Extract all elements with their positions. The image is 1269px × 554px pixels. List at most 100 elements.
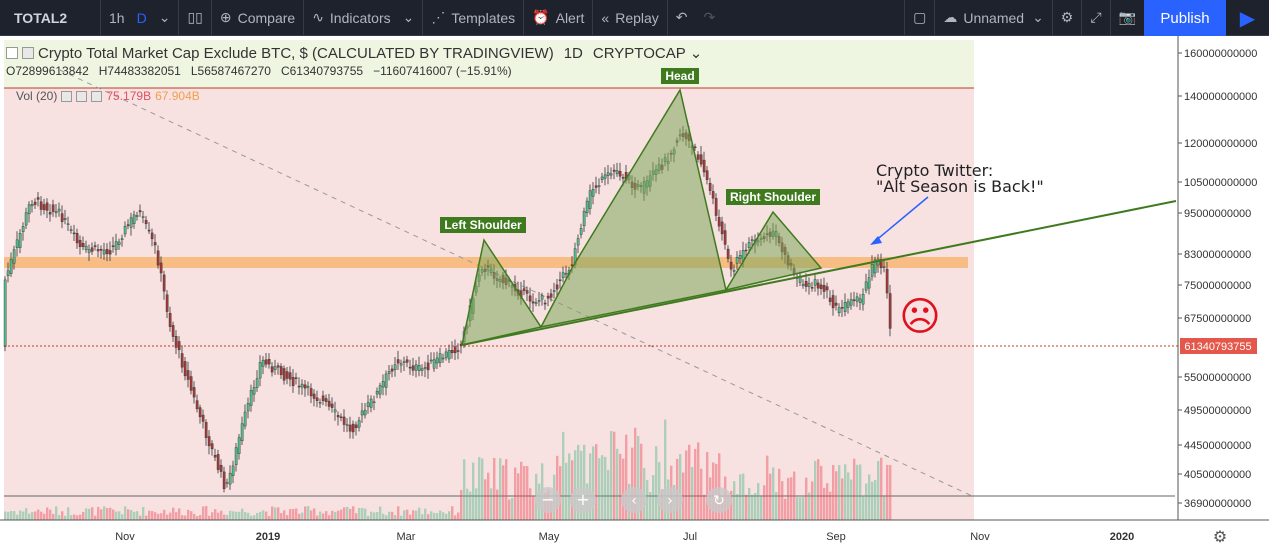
volume-bar: [835, 471, 838, 520]
head-label[interactable]: Head: [661, 68, 699, 84]
volume-bar: [367, 515, 370, 520]
volume-bar: [88, 508, 91, 520]
volume-bar: [775, 492, 778, 520]
candle: [324, 398, 328, 402]
green-zone: [4, 40, 974, 88]
fullscreen-button[interactable]: ⤢: [1082, 0, 1109, 36]
chart-canvas[interactable]: Head Left Shoulder Right Shoulder Crypto…: [0, 36, 1269, 554]
candle: [705, 170, 709, 180]
candle: [747, 242, 751, 248]
candle: [156, 250, 160, 266]
volume-bar: [160, 513, 163, 520]
volume-bar: [481, 458, 484, 520]
fullscreen-layout-button[interactable]: ▢: [905, 0, 934, 36]
volume-bar: [562, 431, 565, 520]
interval-dropdown-icon[interactable]: ⌄: [158, 9, 171, 25]
replay-button[interactable]: « Replay: [593, 0, 666, 36]
interval-d[interactable]: D: [136, 9, 147, 26]
volume-bar: [61, 511, 64, 520]
volume-bar: [37, 509, 40, 520]
scroll-right-button[interactable]: ›: [657, 487, 683, 513]
scroll-left-button[interactable]: ‹: [621, 487, 647, 513]
chart-legend: Crypto Total Market Cap Exclude BTC, $ (…: [6, 44, 702, 78]
eye-icon[interactable]: [61, 90, 73, 102]
price-axis[interactable]: [1178, 36, 1269, 520]
head-and-shoulders-pattern[interactable]: [461, 88, 823, 346]
volume-bar: [532, 495, 535, 520]
candle: [366, 402, 370, 407]
volume-bar: [70, 515, 73, 520]
right-shoulder-label[interactable]: Right Shoulder: [726, 189, 820, 205]
reset-chart-button[interactable]: ↻: [706, 487, 732, 513]
axis-settings-gear-icon[interactable]: ⚙: [1213, 527, 1227, 546]
close-icon[interactable]: [91, 90, 103, 102]
left-shoulder-label[interactable]: Left Shoulder: [440, 217, 526, 233]
candle: [729, 261, 733, 270]
layout-name-button[interactable]: ☁ Unnamed ⌄: [935, 0, 1051, 36]
publish-button[interactable]: Publish: [1144, 0, 1226, 36]
candle: [453, 346, 457, 354]
candle: [267, 359, 271, 365]
volume-bar: [850, 479, 853, 520]
volume-bar: [763, 485, 766, 520]
sad-face-icon[interactable]: ☹: [899, 294, 941, 340]
legend-exchange[interactable]: CRYPTOCAP: [592, 44, 686, 62]
volume-bar: [25, 508, 28, 520]
candle: [456, 350, 460, 352]
zoom-out-button[interactable]: −: [535, 487, 561, 513]
candle: [117, 241, 121, 246]
interval-1h[interactable]: 1h: [109, 9, 125, 26]
candle: [870, 264, 874, 277]
symbol-search[interactable]: TOTAL2: [14, 9, 68, 26]
comment-text-line2[interactable]: "Alt Season is Back!": [876, 177, 1044, 196]
candle: [711, 191, 715, 199]
volume-bar: [58, 515, 61, 520]
volume-bar: [268, 515, 271, 520]
collapse-legend-icon[interactable]: [6, 47, 18, 59]
templates-button[interactable]: ⋰ Templates: [423, 0, 523, 36]
volume-bar: [181, 515, 184, 520]
redo-button[interactable]: ↷: [696, 0, 724, 36]
settings-icon[interactable]: [76, 90, 88, 102]
candle: [444, 351, 448, 358]
alert-button[interactable]: ⏰ Alert: [524, 0, 592, 36]
volume-bar: [514, 467, 517, 520]
divider: [422, 0, 424, 36]
volume-bar: [319, 511, 322, 520]
chevron-down-icon: ⌄: [402, 9, 415, 25]
chart-type-button[interactable]: ▯▯: [179, 0, 210, 36]
candle: [864, 281, 868, 291]
volume-bar: [364, 508, 367, 520]
volume-bar: [232, 511, 235, 520]
divider: [303, 0, 305, 36]
volume-bar: [799, 497, 802, 520]
volume-label[interactable]: Vol (20): [16, 89, 58, 103]
volume-bar: [226, 514, 229, 520]
snapshot-button[interactable]: 📷: [1111, 0, 1144, 36]
neckline[interactable]: [461, 200, 1177, 346]
candle: [162, 274, 166, 292]
volume-bar: [826, 483, 829, 520]
comment-arrow[interactable]: [873, 196, 929, 243]
compare-button[interactable]: ⊕ Compare: [212, 0, 303, 36]
undo-button[interactable]: ↶: [668, 0, 696, 36]
zoom-in-button[interactable]: +: [570, 487, 596, 513]
time-axis[interactable]: [0, 520, 1269, 554]
legend-title[interactable]: Crypto Total Market Cap Exclude BTC, $ (…: [38, 44, 554, 62]
legend-interval[interactable]: 1D: [563, 44, 583, 62]
chevron-down-icon[interactable]: ⌄: [689, 45, 703, 62]
indicators-button[interactable]: ∿ Indicators ⌄: [304, 0, 422, 36]
candle: [537, 300, 541, 302]
time-axis-labels: Nov 2019 Mar May Jul Sep Nov 2020: [115, 531, 1134, 543]
volume-bar: [580, 450, 583, 520]
candle: [360, 410, 364, 416]
volume-bar: [379, 506, 382, 520]
candle: [603, 174, 607, 179]
play-button[interactable]: ▶: [1226, 0, 1269, 36]
volume-bar: [31, 511, 34, 520]
comment-text-line1[interactable]: Crypto Twitter:: [876, 161, 993, 180]
volume-bar: [832, 465, 835, 520]
volume-bar: [604, 456, 607, 520]
candle: [201, 414, 205, 422]
settings-button[interactable]: ⚙: [1053, 0, 1082, 36]
